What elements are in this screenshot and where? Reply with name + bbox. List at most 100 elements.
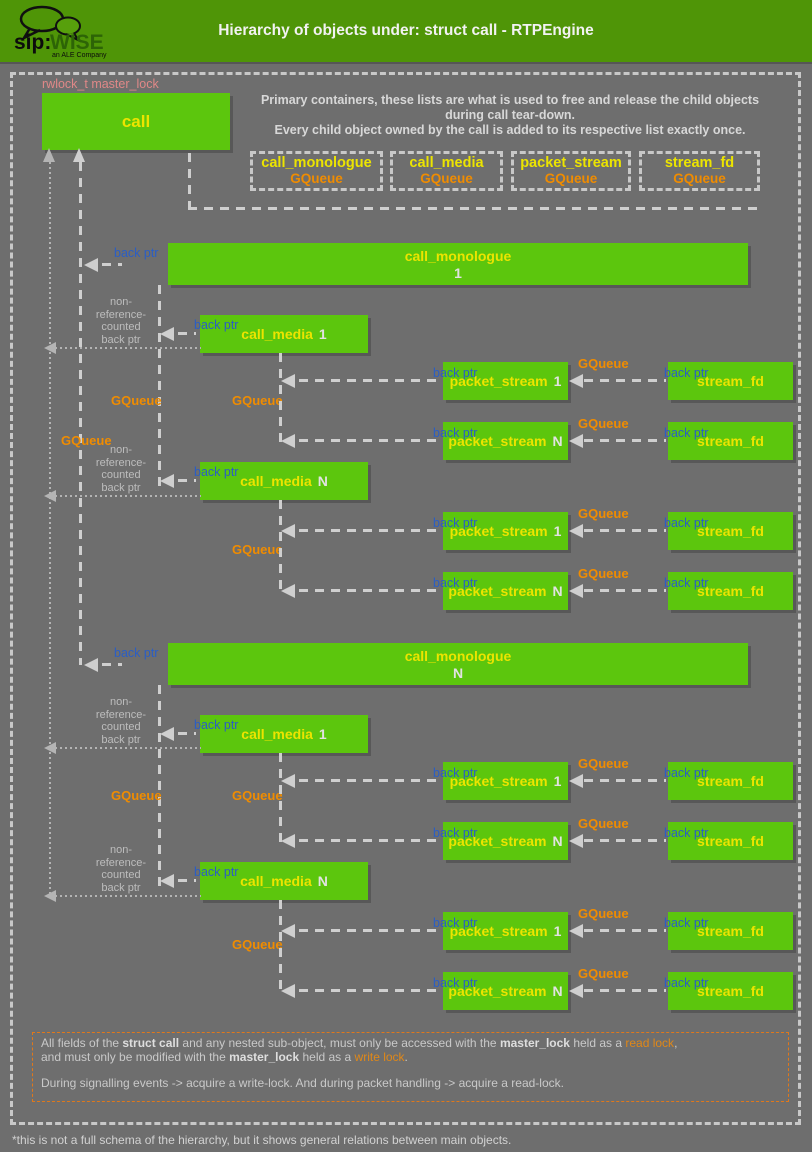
back-ptr-label: back ptr bbox=[664, 916, 709, 930]
back-ptr-label: back ptr bbox=[194, 865, 239, 879]
call-box: call bbox=[42, 93, 230, 150]
connector-line bbox=[584, 439, 666, 442]
box-name: stream_fd bbox=[697, 433, 764, 449]
nonref-label: non-reference- counted back ptr bbox=[95, 844, 147, 894]
call-media-box: call_media N bbox=[200, 462, 368, 500]
back-ptr-label: back ptr bbox=[433, 576, 478, 590]
box-name: packet_stream bbox=[448, 583, 547, 599]
connector-line bbox=[584, 839, 666, 842]
stream-rail bbox=[279, 753, 282, 845]
box-num: 1 bbox=[553, 523, 562, 539]
box-name: call_monologue bbox=[404, 647, 512, 664]
packet-stream-box: packet_stream N bbox=[443, 972, 568, 1010]
arrow-up-icon bbox=[43, 148, 55, 162]
connector-line bbox=[102, 263, 122, 266]
box-name: stream_fd bbox=[697, 833, 764, 849]
packet-stream-box: packet_stream N bbox=[443, 822, 568, 860]
box-num: N bbox=[317, 873, 328, 889]
gqueue-label: GQueue bbox=[578, 506, 629, 521]
arrow-up-icon bbox=[73, 148, 85, 162]
arrow-left-icon bbox=[569, 434, 583, 448]
rwlock-label: rwlock_t master_lock bbox=[42, 77, 159, 91]
container-stream-fd: stream_fd GQueue bbox=[639, 151, 760, 191]
connector-line bbox=[584, 929, 666, 932]
call-media-box: call_media 1 bbox=[200, 315, 368, 353]
box-name: stream_fd bbox=[697, 373, 764, 389]
connector-line bbox=[178, 879, 196, 882]
arrow-left-icon bbox=[569, 834, 583, 848]
box-num: 1 bbox=[553, 773, 562, 789]
container-type: GQueue bbox=[673, 171, 726, 186]
note-line-3: During signalling events -> acquire a wr… bbox=[41, 1076, 564, 1090]
arrow-left-icon bbox=[281, 834, 295, 848]
back-ptr-label: back ptr bbox=[433, 976, 478, 990]
box-num: N bbox=[552, 983, 563, 999]
box-num: N bbox=[552, 833, 563, 849]
gqueue-label: GQueue bbox=[61, 433, 112, 448]
arrow-left-icon bbox=[281, 434, 295, 448]
box-name: packet_stream bbox=[449, 773, 548, 789]
box-name: call_media bbox=[240, 873, 312, 889]
back-ptr-label: back ptr bbox=[114, 246, 159, 260]
container-name: stream_fd bbox=[664, 155, 735, 171]
box-num: 1 bbox=[454, 264, 462, 281]
diagram-outline bbox=[10, 72, 801, 1125]
arrow-left-icon bbox=[84, 258, 98, 272]
back-ptr-label: back ptr bbox=[433, 516, 478, 530]
container-call-media: call_media GQueue bbox=[390, 151, 503, 191]
connector-line bbox=[584, 989, 666, 992]
nonref-line bbox=[55, 895, 201, 897]
stream-fd-box: stream_fd bbox=[668, 822, 793, 860]
gqueue-label: GQueue bbox=[578, 906, 629, 921]
box-name: packet_stream bbox=[448, 983, 547, 999]
note-line-2: and must only be modified with the maste… bbox=[41, 1049, 408, 1064]
box-num: 1 bbox=[318, 726, 327, 742]
arrow-left-icon bbox=[160, 327, 174, 341]
back-ptr-label: back ptr bbox=[433, 766, 478, 780]
arrow-left-icon bbox=[569, 584, 583, 598]
arrow-left-icon bbox=[569, 524, 583, 538]
sipwise-logo: sip: WISE an ALE Company bbox=[14, 5, 107, 59]
stream-fd-box: stream_fd bbox=[668, 362, 793, 400]
gqueue-label: GQueue bbox=[578, 816, 629, 831]
arrow-left-icon bbox=[84, 658, 98, 672]
box-name: stream_fd bbox=[697, 773, 764, 789]
arrow-left-icon bbox=[281, 924, 295, 938]
back-ptr-label: back ptr bbox=[194, 718, 239, 732]
connector-line bbox=[299, 929, 443, 932]
packet-stream-box: packet_stream N bbox=[443, 422, 568, 460]
box-name: call_media bbox=[240, 473, 312, 489]
arrow-left-icon bbox=[569, 374, 583, 388]
container-name: packet_stream bbox=[520, 155, 622, 171]
logo-tagline: an ALE Company bbox=[52, 52, 107, 59]
connector-line bbox=[299, 779, 443, 782]
back-ptr-label: back ptr bbox=[433, 426, 478, 440]
arrow-left-icon bbox=[44, 742, 56, 754]
box-name: call_media bbox=[241, 726, 313, 742]
media-rail bbox=[158, 685, 161, 887]
nonref-label: non-reference- counted back ptr bbox=[95, 444, 147, 494]
back-ptr-label: back ptr bbox=[114, 646, 159, 660]
box-name: packet_stream bbox=[448, 833, 547, 849]
back-ptr-label: back ptr bbox=[664, 976, 709, 990]
intro-text: Primary containers, these lists are what… bbox=[260, 93, 760, 138]
back-ptr-label: back ptr bbox=[664, 576, 709, 590]
box-num: N bbox=[317, 473, 328, 489]
locking-note: All fields of the struct call and any ne… bbox=[32, 1032, 789, 1102]
stream-fd-box: stream_fd bbox=[668, 762, 793, 800]
connector-line bbox=[584, 779, 666, 782]
container-call-monologue: call_monologue GQueue bbox=[250, 151, 383, 191]
connector-line bbox=[178, 479, 196, 482]
call-media-box: call_media N bbox=[200, 862, 368, 900]
back-ptr-label: back ptr bbox=[664, 766, 709, 780]
container-type: GQueue bbox=[420, 171, 473, 186]
back-ptr-label: back ptr bbox=[433, 916, 478, 930]
gqueue-label: GQueue bbox=[111, 788, 162, 803]
media-rail bbox=[158, 285, 161, 487]
arrow-left-icon bbox=[281, 374, 295, 388]
stream-rail bbox=[279, 500, 282, 594]
call-media-box: call_media 1 bbox=[200, 715, 368, 753]
backptr-rail bbox=[79, 162, 82, 665]
arrow-left-icon bbox=[281, 584, 295, 598]
